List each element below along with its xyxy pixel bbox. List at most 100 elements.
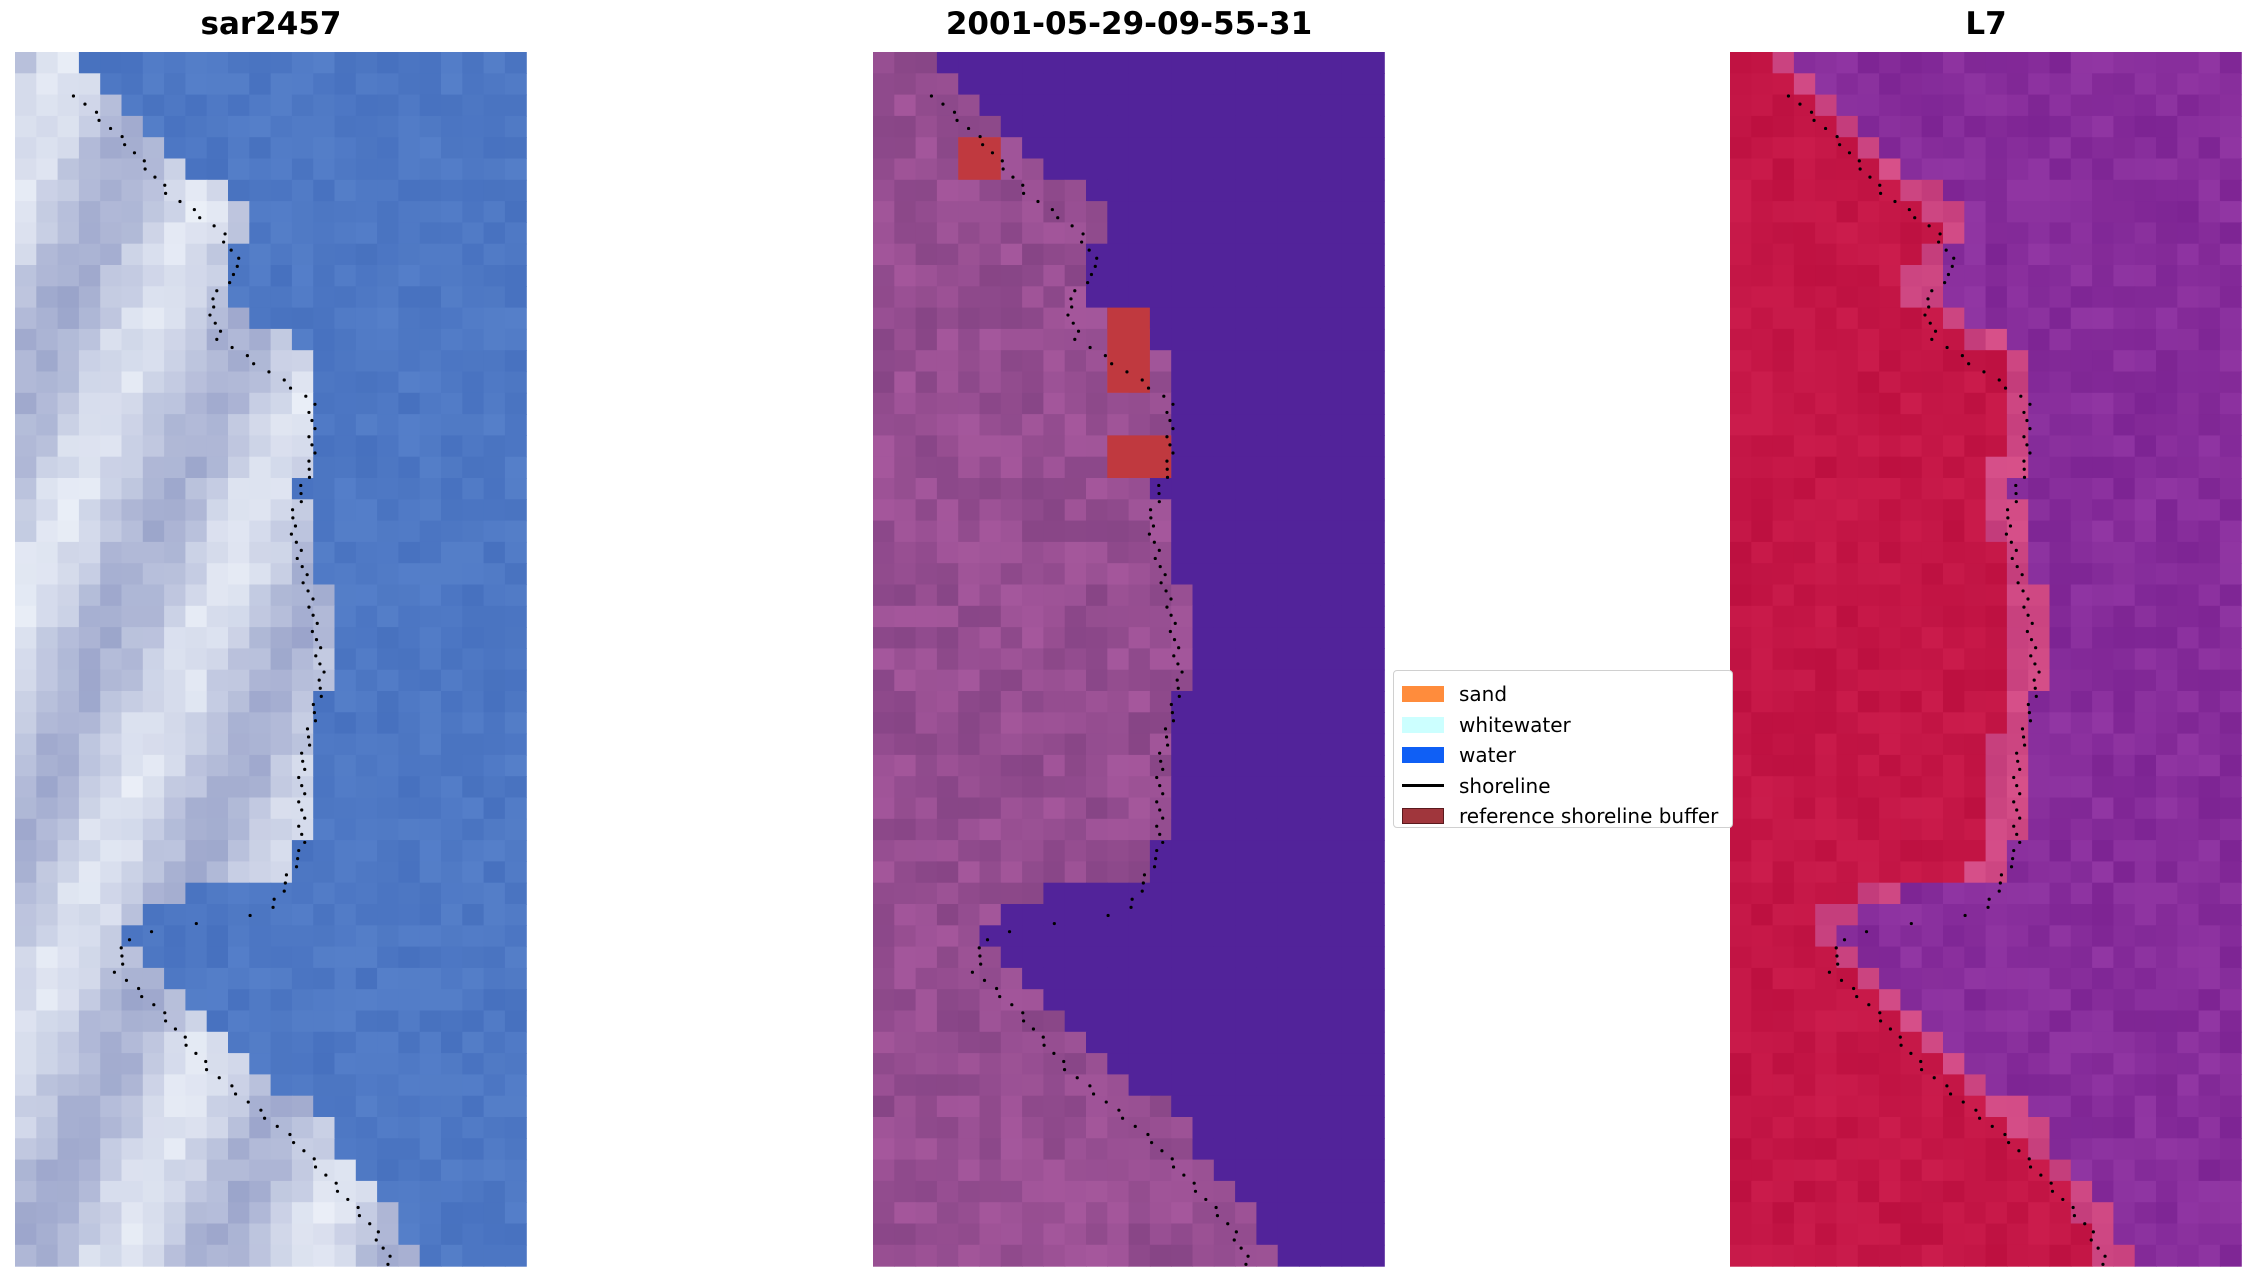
image-pixel (57, 73, 80, 96)
image-pixel (355, 1074, 378, 1097)
image-pixel (1751, 563, 1774, 586)
image-pixel (2113, 967, 2136, 990)
image-pixel (1149, 52, 1172, 74)
image-pixel (419, 754, 442, 777)
image-pixel (1213, 669, 1236, 692)
image-pixel (1815, 584, 1838, 607)
image-pixel (2177, 94, 2200, 117)
image-pixel (1213, 328, 1236, 351)
image-pixel (1320, 1202, 1343, 1225)
image-pixel (873, 904, 895, 926)
image-pixel (958, 733, 981, 756)
image-pixel (1022, 605, 1044, 628)
image-pixel (57, 1159, 80, 1182)
image-pixel (398, 967, 421, 990)
image-pixel (228, 499, 250, 522)
image-pixel (1921, 1074, 1944, 1097)
image-pixel (2177, 1010, 2200, 1033)
image-pixel (185, 137, 208, 160)
image-pixel (1043, 222, 1066, 245)
image-pixel (2156, 94, 2178, 117)
image-pixel (936, 861, 959, 884)
image-pixel (334, 1095, 357, 1118)
legend-item-reference-buffer: reference shoreline buffer (1402, 801, 1732, 832)
image-pixel (1836, 946, 1859, 969)
image-pixel (1299, 1159, 1321, 1182)
image-pixel (1921, 201, 1944, 223)
image-pixel (1171, 840, 1194, 862)
shoreline-point (248, 913, 252, 918)
image-pixel (185, 520, 208, 543)
image-pixel (1943, 1138, 1965, 1161)
image-pixel (1985, 222, 2008, 245)
image-pixel (1879, 435, 1901, 458)
image-pixel (100, 73, 123, 96)
image-pixel (100, 1095, 123, 1118)
image-pixel (873, 201, 895, 223)
image-pixel (1128, 1202, 1151, 1225)
image-pixel (915, 1053, 938, 1075)
image-pixel (1836, 1117, 1859, 1139)
shoreline-point (235, 264, 239, 268)
image-pixel (249, 435, 272, 458)
image-pixel (36, 669, 59, 692)
image-pixel (1256, 669, 1279, 692)
image-pixel (1256, 754, 1279, 777)
image-pixel (228, 1031, 250, 1054)
image-pixel (1000, 605, 1023, 628)
image-pixel (2198, 797, 2221, 820)
image-pixel (206, 648, 229, 671)
image-pixel (164, 797, 186, 820)
image-pixel (2070, 627, 2093, 649)
image-pixel (2070, 967, 2093, 990)
shoreline-point (313, 451, 317, 455)
shoreline-point (1170, 711, 1174, 715)
image-pixel (1064, 1074, 1087, 1097)
image-pixel (1022, 456, 1044, 479)
image-pixel (1815, 776, 1838, 799)
image-pixel (958, 818, 981, 841)
image-pixel (249, 541, 272, 564)
image-pixel (504, 1010, 527, 1033)
image-pixel (2134, 307, 2157, 330)
image-pixel (1043, 776, 1066, 799)
image-pixel (873, 1244, 895, 1267)
shoreline-point (1147, 532, 1152, 536)
image-pixel (1815, 243, 1838, 266)
image-pixel (1341, 499, 1364, 522)
image-pixel (1921, 1117, 1944, 1139)
image-pixel (1235, 967, 1257, 990)
shoreline-point (2022, 475, 2027, 479)
image-pixel (1943, 648, 1965, 671)
image-pixel (2006, 286, 2029, 309)
image-pixel (2006, 989, 2029, 1012)
image-pixel (1043, 499, 1066, 522)
image-pixel (270, 137, 293, 160)
image-pixel (2198, 94, 2221, 117)
image-pixel (1793, 563, 1816, 586)
shoreline-point (288, 1132, 292, 1137)
image-pixel (2198, 691, 2221, 713)
image-pixel (1751, 435, 1774, 458)
image-pixel (1213, 840, 1236, 862)
shoreline-point (123, 143, 127, 147)
image-pixel (2198, 605, 2221, 628)
image-pixel (1772, 733, 1795, 756)
image-pixel (2156, 115, 2178, 138)
image-pixel (36, 222, 59, 245)
shoreline-point (1927, 305, 1931, 309)
image-pixel (100, 435, 123, 458)
image-pixel (419, 94, 442, 117)
image-pixel (78, 1138, 101, 1161)
shoreline-point (2011, 857, 2015, 861)
image-pixel (2070, 1095, 2093, 1118)
image-pixel (1320, 669, 1343, 692)
image-pixel (483, 861, 506, 884)
image-pixel (979, 115, 1002, 138)
image-pixel (1730, 1053, 1752, 1075)
image-pixel (1299, 967, 1321, 990)
image-pixel (57, 328, 80, 351)
shoreline-point (1089, 272, 1094, 277)
image-pixel (1730, 840, 1752, 862)
image-pixel (1128, 499, 1151, 522)
